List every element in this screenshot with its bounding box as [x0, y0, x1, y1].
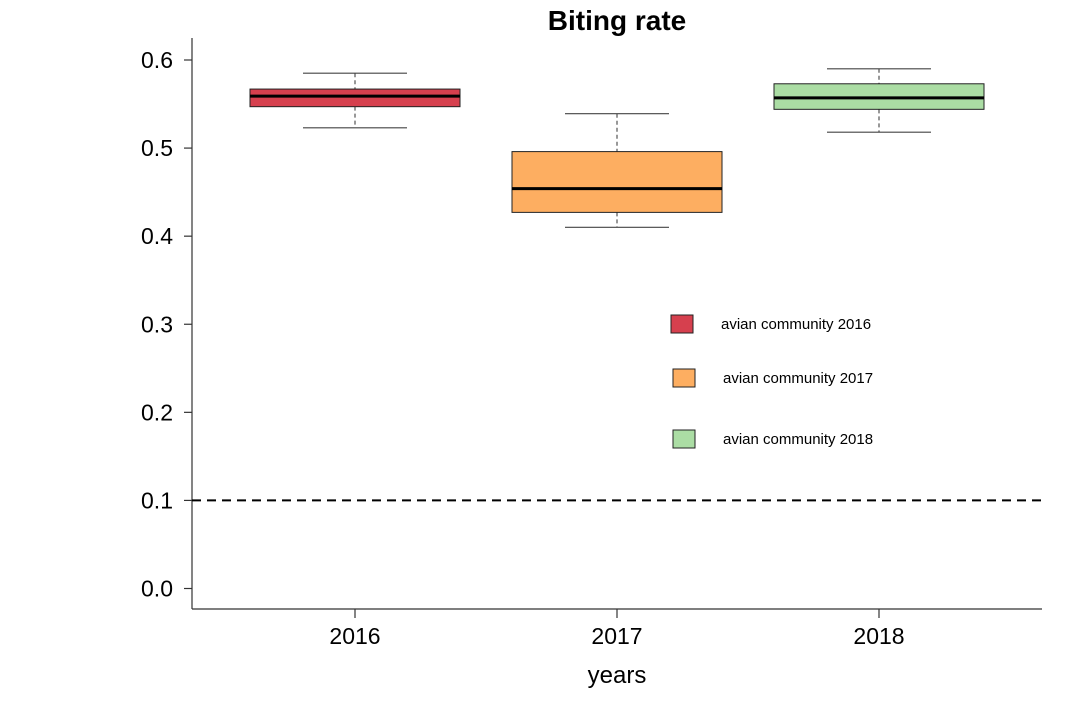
legend-swatch — [672, 368, 696, 388]
y-axis: 0.0 0.1 0.2 0.3 0.4 0.5 0.6 — [141, 38, 193, 609]
y-tick-label: 0.1 — [141, 487, 173, 513]
box-plot-group — [249, 68, 985, 228]
box-2017 — [511, 113, 723, 228]
box-rect — [511, 151, 723, 213]
box-2018 — [773, 68, 985, 133]
y-tick-label: 0.2 — [141, 399, 173, 425]
x-tick-label: 2016 — [329, 623, 380, 649]
legend-label: avian community 2016 — [721, 316, 871, 333]
legend-label: avian community 2017 — [723, 370, 873, 387]
y-tick-label: 0.3 — [141, 311, 173, 337]
legend: avian community 2016 avian community 2017… — [670, 314, 873, 449]
y-tick-label: 0.4 — [141, 223, 173, 249]
legend-item: avian community 2016 — [670, 314, 871, 334]
legend-swatch — [670, 314, 694, 334]
x-axis-label: years — [588, 662, 647, 689]
box-2016 — [249, 72, 461, 129]
legend-swatch — [672, 429, 696, 449]
chart-title: Biting rate — [548, 5, 686, 36]
box-rect — [249, 88, 461, 108]
legend-label: avian community 2018 — [723, 431, 873, 448]
x-axis: 2016 2017 2018 — [192, 608, 1042, 649]
y-tick-label: 0.5 — [141, 135, 173, 161]
legend-item: avian community 2017 — [672, 368, 873, 388]
x-tick-label: 2018 — [853, 623, 904, 649]
y-tick-label: 0.6 — [141, 47, 173, 73]
y-tick-label: 0.0 — [141, 576, 173, 602]
legend-item: avian community 2018 — [672, 429, 873, 449]
x-tick-label: 2017 — [591, 623, 642, 649]
